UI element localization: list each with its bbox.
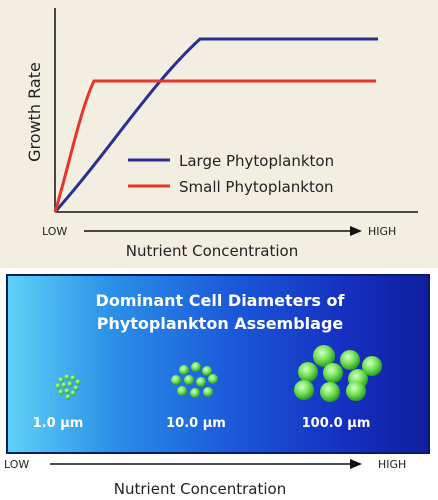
bottom-axis-high-label: HIGH: [378, 458, 406, 471]
size-label-1um: 1.0 μm: [33, 416, 84, 431]
bottom-axis-label: Nutrient Concentration: [114, 480, 286, 498]
growth-rate-chart: Growth Rate Large Phytoplankton Small Ph…: [0, 0, 438, 268]
bottom-axis-low-label: LOW: [4, 458, 29, 471]
x-arrow-head: [350, 226, 362, 236]
legend-label-large: Large Phytoplankton: [179, 152, 334, 170]
cells-100um: [294, 345, 382, 402]
y-axis-label: Growth Rate: [25, 62, 44, 162]
cells-1um: [55, 374, 81, 400]
bottom-arrow-head: [350, 459, 362, 469]
small-phytoplankton-curve: [53, 79, 376, 213]
bottom-axis-svg: LOW HIGH Nutrient Concentration: [4, 458, 406, 498]
x-axis-label: Nutrient Concentration: [126, 242, 298, 260]
bottom-nutrient-axis: LOW HIGH Nutrient Concentration: [0, 454, 438, 500]
large-phytoplankton-curve: [53, 37, 378, 213]
legend-label-small: Small Phytoplankton: [179, 178, 334, 196]
x-axis-low-label: LOW: [42, 225, 67, 238]
size-label-10um: 10.0 μm: [166, 416, 226, 431]
cell-diameter-svg: Dominant Cell Diameters of Phytoplankton…: [33, 291, 382, 431]
panel-title-line1: Dominant Cell Diameters of: [96, 291, 346, 310]
cell-diameter-panel: Dominant Cell Diameters of Phytoplankton…: [6, 274, 430, 454]
size-label-100um: 100.0 μm: [302, 416, 371, 431]
panel-title-line2: Phytoplankton Assemblage: [97, 314, 344, 333]
x-axis-high-label: HIGH: [368, 225, 396, 238]
cells-10um: [171, 362, 218, 398]
growth-rate-chart-svg: Growth Rate Large Phytoplankton Small Ph…: [25, 8, 418, 260]
